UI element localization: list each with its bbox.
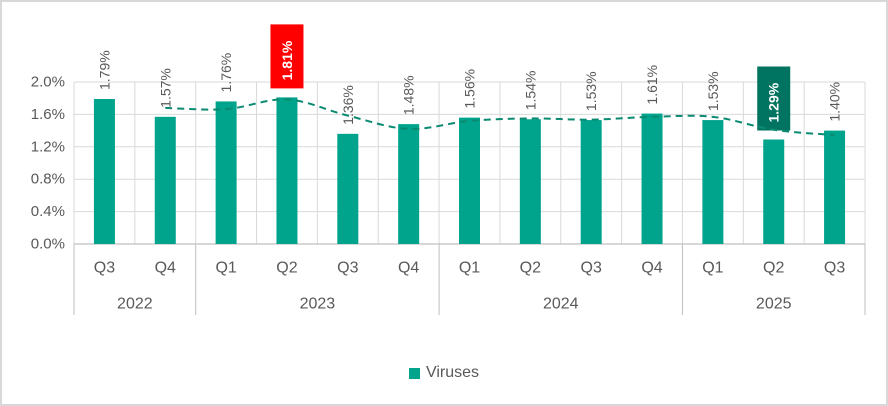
data-label: 1.79% [96, 50, 112, 90]
quarter-label: Q3 [581, 260, 602, 277]
bar-2024-q1 [459, 117, 480, 244]
data-label: 1.56% [462, 69, 478, 109]
data-label-highlight [757, 66, 791, 131]
y-tick-label: 2.0% [31, 74, 65, 91]
bar-2023-q3 [337, 133, 359, 244]
bar-2022-q4 [154, 116, 176, 244]
data-label: 1.81% [279, 40, 295, 80]
year-label: 2022 [117, 296, 153, 313]
y-tick-label: 1.6% [31, 106, 65, 123]
year-label: 2023 [300, 296, 336, 313]
data-label: 1.48% [401, 75, 417, 115]
quarter-label: Q2 [520, 260, 541, 277]
bar-2025-q2 [763, 139, 785, 244]
bar-2022-q3 [93, 99, 115, 244]
y-tick-label: 0.8% [31, 171, 65, 188]
bar-2025-q1 [702, 120, 724, 244]
y-tick-label: 0.0% [31, 236, 65, 253]
y-tick-label: 0.4% [31, 203, 65, 220]
data-label: 1.40% [827, 82, 843, 122]
trendline [165, 98, 835, 137]
quarter-label: Q4 [398, 260, 419, 277]
data-label: 1.57% [157, 68, 173, 108]
y-tick-label: 1.2% [31, 138, 65, 155]
legend-swatch-viruses [408, 367, 420, 379]
quarter-label: Q4 [641, 260, 662, 277]
quarter-label: Q3 [337, 260, 358, 277]
data-label: 1.36% [340, 85, 356, 125]
quarter-label: Q1 [702, 260, 723, 277]
bar-2025-q3 [824, 130, 846, 244]
data-label: 1.53% [705, 71, 721, 111]
bar-2024-q4 [641, 113, 663, 244]
data-label: 1.53% [583, 71, 599, 111]
data-label: 1.54% [522, 71, 538, 111]
data-label: 1.76% [218, 53, 234, 93]
quarter-label: Q1 [215, 260, 236, 277]
bar-2023-q2 [276, 97, 298, 244]
data-label: 1.61% [644, 65, 660, 105]
quarter-label: Q2 [763, 260, 784, 277]
quarter-label: Q4 [155, 260, 176, 277]
quarter-label: Q3 [824, 260, 845, 277]
quarter-label: Q3 [94, 260, 115, 277]
legend: Viruses [2, 362, 886, 384]
quarter-label: Q2 [276, 260, 297, 277]
year-label: 2025 [756, 296, 792, 313]
bar-2023-q4 [398, 124, 420, 244]
bar-2024-q3 [580, 120, 602, 244]
data-label: 1.29% [766, 82, 782, 122]
year-label: 2024 [543, 296, 579, 313]
legend-label-viruses: Viruses [425, 364, 480, 381]
quarter-label: Q1 [459, 260, 480, 277]
bar-2024-q2 [519, 119, 541, 244]
bar-2023-q1 [215, 101, 237, 244]
data-label-highlight [270, 24, 304, 89]
